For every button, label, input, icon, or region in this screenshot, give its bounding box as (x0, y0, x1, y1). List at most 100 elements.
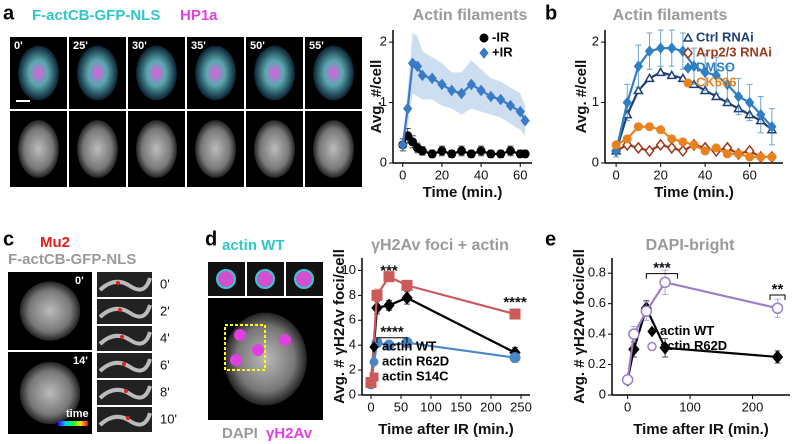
marker (677, 144, 688, 158)
nucleus (135, 120, 178, 178)
marker (520, 114, 530, 127)
significance-bracket (769, 294, 786, 300)
legend-label: actin R62D (660, 338, 727, 353)
legend-label: actin WT (660, 323, 714, 338)
marker (659, 276, 671, 289)
frame-time: 0' (14, 40, 23, 52)
frame-time: 25' (73, 40, 88, 52)
chart-title: Actin filaments (413, 7, 528, 24)
panel-letter: a (3, 2, 15, 24)
legend-label: actin WT (382, 338, 436, 353)
marker (437, 146, 447, 156)
marker (722, 149, 732, 159)
y-tick-label: 0.4 (588, 326, 606, 341)
colorbar-label: time (66, 408, 89, 420)
x-axis-label: Time after IR (min.) (378, 421, 514, 438)
focus (230, 354, 242, 366)
focus (118, 308, 122, 312)
focus (126, 416, 130, 420)
x-tick-label: 0 (367, 399, 374, 414)
marker (466, 149, 476, 159)
marker (683, 78, 693, 88)
marker (515, 105, 525, 118)
marker (771, 302, 784, 314)
legend-label: Ctrl RNAi (696, 29, 754, 44)
marker (655, 42, 666, 54)
marker (383, 298, 395, 313)
y-tick-label: 0.8 (588, 265, 606, 280)
inset-structure (98, 412, 152, 427)
y-tick-label: 1 (592, 94, 599, 109)
y-tick-label: 4 (349, 337, 356, 352)
nucleus (17, 45, 60, 101)
marker (496, 93, 506, 106)
marker (447, 149, 457, 159)
scale-bar (16, 100, 30, 102)
channel-label: F-actCB-GFP-NLS (8, 251, 136, 268)
marker (496, 149, 506, 159)
y-tick-label: 2 (380, 34, 387, 49)
focus (120, 335, 124, 339)
y-tick-label: 2 (349, 362, 356, 377)
nucleus (19, 281, 81, 341)
nucleus (76, 45, 119, 101)
marker (678, 137, 688, 147)
legend-label: Arp2/3 RNAi (696, 44, 772, 59)
marker (689, 140, 699, 150)
marker (447, 84, 457, 97)
y-tick-label: 0 (349, 386, 356, 401)
marker (505, 99, 516, 112)
marker (682, 32, 694, 42)
x-tick-label: 200 (480, 399, 502, 414)
marker (633, 122, 643, 132)
marker (408, 137, 418, 147)
inset-time: 0' (160, 276, 170, 291)
marker (486, 90, 496, 103)
focus (255, 269, 275, 289)
marker (633, 84, 644, 95)
focus (124, 389, 128, 393)
inset-time: 8' (160, 384, 170, 399)
marker (711, 69, 721, 82)
marker (667, 42, 677, 54)
y-tick-label: 2 (592, 34, 599, 49)
marker (628, 328, 640, 340)
nucleus (19, 361, 81, 425)
nucleus (76, 120, 119, 178)
legend-label: CK666 (696, 74, 736, 89)
marker (771, 350, 784, 364)
y-tick-label: 6 (349, 312, 356, 327)
inset-structure (98, 331, 152, 346)
legend-label: actin R62D (382, 353, 449, 368)
marker (427, 149, 437, 159)
y-tick-label: 0.2 (588, 356, 606, 371)
channel-label: γH2Av (266, 425, 313, 442)
marker (403, 102, 413, 115)
y-tick-label: 1 (380, 94, 387, 109)
marker (700, 66, 710, 79)
marker (644, 72, 655, 83)
inset-structure (98, 304, 152, 319)
y-tick-label: 8 (349, 287, 356, 302)
y-axis-label: Avg. #/cell (368, 60, 385, 134)
marker (633, 60, 644, 73)
nucleus (312, 120, 355, 178)
y-tick-label: 0 (380, 154, 387, 169)
marker (656, 125, 666, 135)
marker (683, 46, 693, 60)
focus (294, 269, 314, 289)
marker (437, 78, 447, 91)
marker (745, 152, 755, 162)
inset-time: 10' (160, 411, 177, 426)
marker (611, 140, 621, 150)
marker (744, 96, 755, 109)
colorbar (58, 421, 88, 426)
x-tick-label: 20 (653, 167, 667, 182)
focus (216, 269, 236, 289)
channel-label: DAPI (222, 425, 258, 442)
marker (398, 139, 408, 151)
nucleus (253, 45, 296, 101)
marker (383, 271, 395, 283)
marker (733, 90, 744, 103)
